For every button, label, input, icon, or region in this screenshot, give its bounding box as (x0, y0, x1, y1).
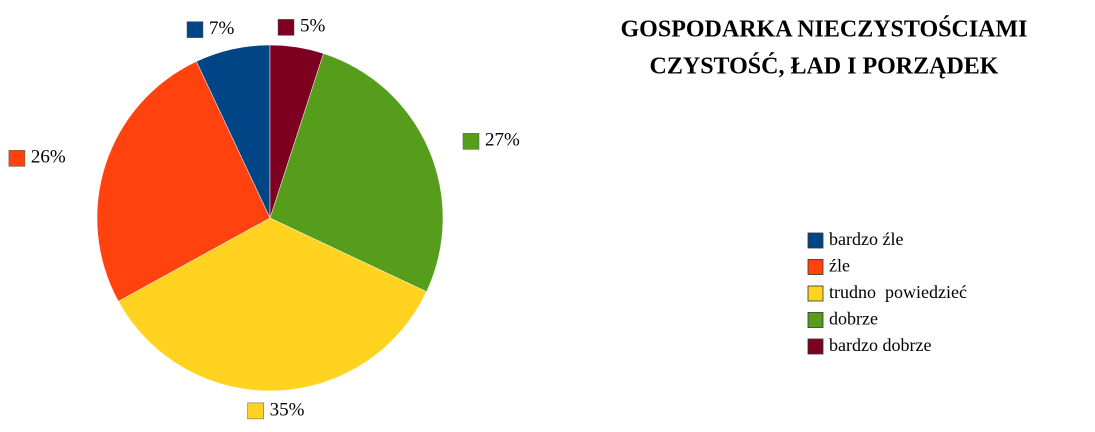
legend-label: bardzo dobrze (829, 335, 931, 355)
legend-swatch (807, 232, 824, 249)
legend-label: trudno powiedzieć (829, 282, 967, 302)
legend-swatch (807, 312, 824, 328)
value-label: 7% (209, 18, 235, 39)
value-label: 5% (300, 16, 326, 37)
pie-slice (118, 217, 427, 392)
value-label-swatch (247, 402, 264, 420)
legend-swatch (807, 259, 824, 275)
chart-subtitle: CZYSTOŚĆ, ŁAD I PORZĄDEK (650, 53, 999, 80)
value-label: 35% (270, 399, 305, 420)
value-label-swatch (462, 133, 480, 150)
value-label-swatch (186, 21, 204, 38)
legend-label: dobrze (829, 309, 878, 329)
legend-swatch (807, 285, 824, 302)
value-label-swatch (8, 150, 26, 167)
pie-slice (269, 44, 324, 219)
legend-label: źle (829, 256, 850, 276)
chart-title: GOSPODARKA NIECZYSTOŚCIAMI (621, 16, 1028, 43)
legend-swatch (807, 338, 824, 355)
value-label: 26% (31, 147, 66, 168)
legend-label: bardzo źle (829, 229, 903, 249)
pie-slice (96, 61, 271, 302)
pie-slice (269, 53, 444, 292)
value-label-swatch (277, 19, 295, 36)
value-label: 27% (485, 130, 520, 151)
